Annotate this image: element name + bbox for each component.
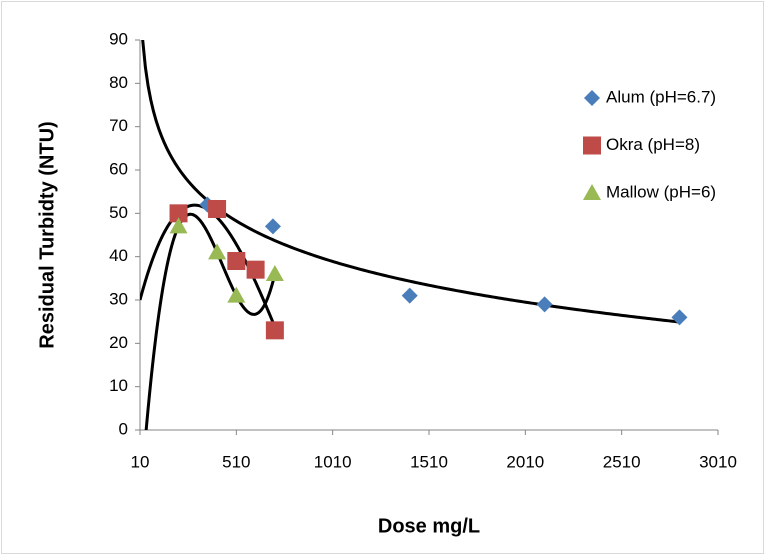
marker [246,260,265,279]
y-tick-label: 30 [109,289,128,308]
legend-label: Alum (pH=6.7) [606,87,716,106]
marker [265,265,284,281]
x-tick-label: 10 [131,452,150,471]
marker [671,309,688,326]
trendline [141,40,680,324]
x-tick-label: 2010 [506,452,544,471]
x-tick-label: 2510 [603,452,641,471]
marker [169,204,188,223]
y-tick-label: 20 [109,333,128,352]
y-tick-label: 0 [119,419,128,438]
y-tick-label: 50 [109,203,128,222]
x-tick-label: 1510 [410,452,448,471]
marker [401,287,418,304]
marker [227,286,246,303]
y-tick-label: 10 [109,376,128,395]
legend-marker [583,184,601,200]
y-tick-label: 90 [109,29,128,48]
legend-label: Okra (pH=8) [606,135,700,154]
y-axis-title: Residual Turbidty (NTU) [36,121,58,348]
x-axis-title: Dose mg/L [378,515,480,537]
legend-label: Mallow (pH=6) [606,182,716,201]
marker [264,218,281,235]
legend-marker [584,90,600,106]
marker [227,252,246,270]
marker [208,200,227,218]
y-tick-label: 80 [109,73,128,92]
marker [169,217,188,234]
x-tick-label: 3010 [699,452,737,471]
x-tick-label: 510 [222,452,250,471]
legend-marker [583,136,601,155]
y-tick-label: 70 [109,116,128,135]
marker [536,296,553,313]
marker [208,243,227,260]
y-tick-label: 60 [109,159,128,178]
marker [265,321,284,340]
trendline [144,212,277,430]
y-tick-label: 40 [109,246,128,265]
x-tick-label: 1010 [314,452,352,471]
